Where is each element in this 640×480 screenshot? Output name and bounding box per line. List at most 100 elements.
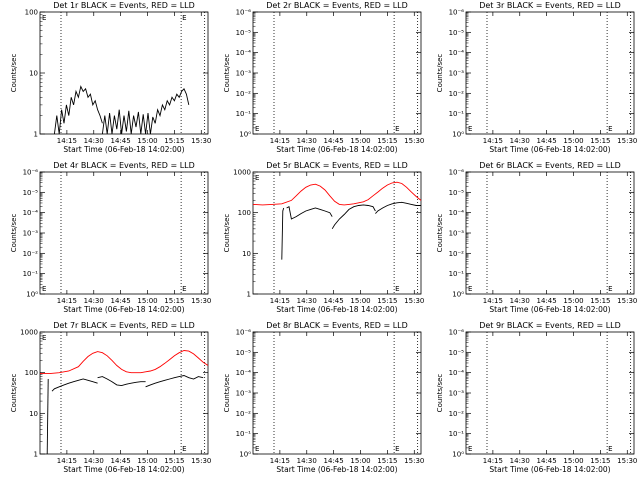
event-marker: E — [468, 445, 472, 453]
y-tick-label: 10⁻¹ — [23, 270, 39, 278]
y-tick-label: 10⁻⁴ — [449, 49, 465, 57]
x-tick-label: 15:00 — [137, 137, 157, 145]
x-tick-label: 15:30 — [617, 137, 637, 145]
plot-frame — [252, 331, 422, 455]
y-tick-label: 10⁻⁵ — [449, 29, 465, 37]
events-series-line — [101, 109, 156, 135]
y-tick-label: 10⁻³ — [449, 390, 465, 398]
y-tick-label: 10⁻⁵ — [236, 29, 252, 37]
y-tick-label: 1 — [34, 131, 38, 139]
x-tick-label: 15:15 — [590, 137, 610, 145]
y-axis-label: Counts/sec — [436, 374, 444, 413]
x-tick-label: 14:30 — [297, 137, 317, 145]
panel-title: Det 2r BLACK = Events, RED = LLD — [266, 1, 408, 10]
y-axis-label: Counts/sec — [223, 54, 231, 93]
x-tick-label: 14:30 — [510, 297, 530, 305]
x-tick-label: 14:45 — [111, 457, 131, 465]
events-series-line — [97, 376, 146, 387]
x-tick-label: 14:45 — [111, 137, 131, 145]
y-tick-label: 10⁻¹ — [449, 110, 465, 118]
y-axis-label: Counts/sec — [10, 214, 18, 253]
x-tick-label: 14:30 — [297, 297, 317, 305]
x-tick-label: 15:30 — [191, 137, 211, 145]
y-tick-label: 10⁻⁵ — [449, 349, 465, 357]
x-tick-label: 15:30 — [404, 297, 424, 305]
plot-frame — [465, 331, 635, 455]
x-tick-label: 14:15 — [270, 457, 290, 465]
y-tick-label: 10 — [242, 250, 251, 258]
plot-frame — [252, 171, 422, 295]
y-tick-label: 10⁻⁴ — [449, 369, 465, 377]
x-axis-label: Start Time (06-Feb-18 14:02:00) — [276, 465, 397, 474]
y-tick-label: 1 — [247, 291, 251, 299]
x-axis-label: Start Time (06-Feb-18 14:02:00) — [276, 305, 397, 314]
event-marker: E — [255, 125, 259, 133]
event-marker: E — [468, 125, 472, 133]
panel-det-1: Det 1r BLACK = Events, RED = LLD 14:15 14:… — [10, 1, 211, 154]
y-tick-label: 10⁻⁴ — [236, 49, 252, 57]
y-tick-label: 10⁻⁴ — [449, 209, 465, 217]
x-tick-label: 14:45 — [324, 297, 344, 305]
x-tick-label: 14:15 — [57, 457, 77, 465]
event-marker: E — [608, 445, 612, 453]
y-axis-label: Counts/sec — [436, 54, 444, 93]
panel-det-7: Det 7r BLACK = Events, RED = LLD 14:15 14:… — [10, 321, 211, 474]
y-tick-label: 1000 — [20, 329, 38, 337]
y-axis-label: Counts/sec — [223, 374, 231, 413]
y-tick-label: 1000 — [233, 169, 251, 177]
x-tick-label: 15:15 — [377, 297, 397, 305]
y-tick-label: 10⁻² — [236, 410, 252, 418]
event-marker: E — [468, 285, 472, 293]
y-tick-label: 10⁻⁶ — [449, 9, 465, 17]
x-tick-label: 15:15 — [590, 297, 610, 305]
event-marker: E — [255, 445, 259, 453]
y-tick-label: 10⁻⁴ — [236, 369, 252, 377]
y-tick-label: 10⁻⁵ — [23, 189, 39, 197]
y-tick-label: 10⁻² — [449, 410, 465, 418]
x-tick-label: 14:15 — [57, 137, 77, 145]
y-tick-label: 10⁰ — [452, 131, 464, 139]
x-tick-label: 15:00 — [350, 457, 370, 465]
events-series-line — [331, 204, 376, 230]
x-tick-label: 15:15 — [164, 137, 184, 145]
panel-det-3: Det 3r BLACK = Events, RED = LLD 14:15 14:… — [436, 1, 637, 154]
x-tick-label: 15:15 — [164, 297, 184, 305]
y-tick-label: 10 — [29, 410, 38, 418]
panel-title: Det 4r BLACK = Events, RED = LLD — [53, 161, 195, 170]
event-marker: E — [42, 285, 46, 293]
events-series-line — [154, 87, 190, 124]
x-tick-label: 15:00 — [563, 457, 583, 465]
panel-det-6: Det 6r BLACK = Events, RED = LLD 14:15 14:… — [436, 161, 637, 314]
y-tick-label: 10 — [29, 70, 38, 78]
x-axis-label: Start Time (06-Feb-18 14:02:00) — [276, 145, 397, 154]
event-marker: E — [182, 14, 186, 22]
x-tick-label: 14:45 — [537, 457, 557, 465]
y-tick-label: 10⁰ — [26, 291, 38, 299]
y-tick-label: 10⁻² — [449, 90, 465, 98]
y-tick-label: 10⁻¹ — [449, 430, 465, 438]
plot-frame — [39, 171, 209, 295]
x-tick-label: 15:30 — [617, 297, 637, 305]
y-tick-label: 10⁻³ — [449, 70, 465, 78]
y-tick-label: 10⁻⁶ — [236, 329, 252, 337]
plot-frame — [465, 171, 635, 295]
y-tick-label: 10⁻⁵ — [449, 189, 465, 197]
x-tick-label: 15:30 — [617, 457, 637, 465]
y-tick-label: 10⁻¹ — [449, 270, 465, 278]
plot-frame — [465, 11, 635, 135]
x-tick-label: 15:15 — [590, 457, 610, 465]
y-tick-label: 10⁰ — [239, 131, 251, 139]
x-tick-label: 15:15 — [377, 137, 397, 145]
x-tick-label: 14:30 — [510, 457, 530, 465]
y-tick-label: 10⁻⁶ — [236, 9, 252, 17]
panel-det-8: Det 8r BLACK = Events, RED = LLD 14:15 14:… — [223, 321, 424, 474]
event-marker: E — [42, 14, 46, 22]
event-marker: E — [395, 125, 399, 133]
x-axis-label: Start Time (06-Feb-18 14:02:00) — [489, 305, 610, 314]
y-tick-label: 10⁻³ — [23, 230, 39, 238]
panel-det-5: Det 5r BLACK = Events, RED = LLD 14:15 14:… — [223, 161, 424, 314]
event-marker: E — [395, 285, 399, 293]
x-tick-label: 14:15 — [483, 137, 503, 145]
x-tick-label: 15:30 — [404, 137, 424, 145]
